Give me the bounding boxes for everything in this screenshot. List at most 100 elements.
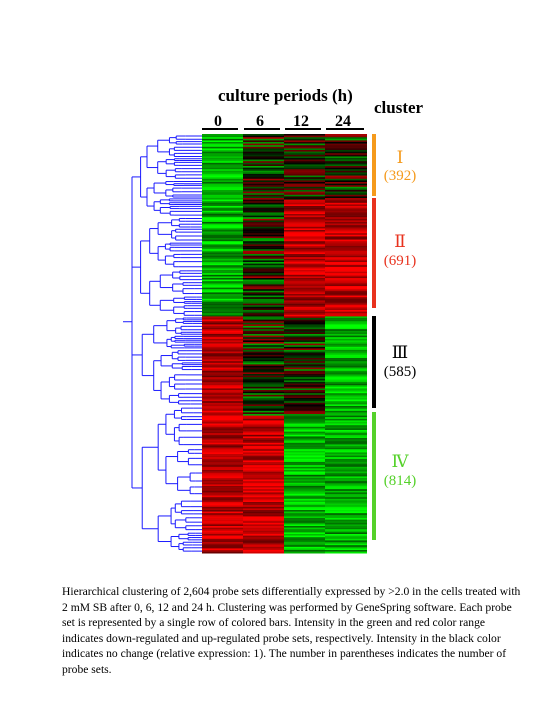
- heatmap-row-3-col-12: [284, 138, 325, 141]
- heatmap-row-123-col-24: [325, 330, 367, 333]
- heatmap-row-149-col-6: [243, 372, 284, 375]
- heatmap-row-4-col-0: [202, 140, 243, 143]
- heatmap-row-16-col-12: [284, 159, 325, 162]
- heatmap-row-70-col-12: [284, 246, 325, 248]
- heatmap-row-40-col-6: [243, 198, 284, 200]
- heatmap-row-238-col-0: [202, 514, 243, 517]
- heatmap-row-38-col-24: [325, 194, 367, 197]
- heatmap-row-161-col-24: [325, 391, 367, 394]
- heatmap-row-123-col-0: [202, 330, 243, 333]
- heatmap-row-173-col-0: [202, 410, 243, 413]
- heatmap-row-224-col-12: [284, 492, 325, 495]
- heatmap-row-203-col-0: [202, 458, 243, 461]
- heatmap-row-1-col-6: [243, 135, 284, 138]
- heatmap-row-141-col-12: [284, 359, 325, 362]
- heatmap-row-95-col-24: [325, 286, 367, 288]
- heatmap-row-2-col-12: [284, 137, 325, 140]
- heatmap-row-4-col-24: [325, 140, 367, 143]
- heatmap-row-74-col-24: [325, 252, 367, 255]
- heatmap-row-160-col-0: [202, 390, 243, 392]
- heatmap-row-237-col-24: [325, 513, 367, 516]
- heatmap-row-112-col-24: [325, 313, 367, 316]
- heatmap-row-83-col-6: [243, 266, 284, 269]
- heatmap-row-159-col-0: [202, 388, 243, 391]
- heatmap-row-8-col-24: [325, 146, 367, 149]
- heatmap-row-230-col-24: [325, 502, 367, 504]
- heatmap-row-15-col-24: [325, 158, 367, 160]
- heatmap-row-243-col-12: [284, 522, 325, 525]
- heatmap-row-72-col-24: [325, 249, 367, 252]
- heatmap-row-32-col-0: [202, 185, 243, 188]
- heatmap-row-31-col-24: [325, 183, 367, 186]
- heatmap-row-196-col-0: [202, 447, 243, 450]
- heatmap-row-130-col-6: [243, 342, 284, 344]
- heatmap-row-198-col-6: [243, 450, 284, 453]
- heatmap-row-171-col-24: [325, 407, 367, 410]
- heatmap-row-129-col-12: [284, 340, 325, 343]
- heatmap-row-189-col-24: [325, 436, 367, 439]
- heatmap-row-5-col-24: [325, 142, 367, 144]
- heatmap-row-21-col-0: [202, 167, 243, 170]
- heatmap-row-68-col-24: [325, 242, 367, 245]
- heatmap-row-80-col-24: [325, 262, 367, 264]
- heatmap-row-49-col-12: [284, 212, 325, 215]
- heatmap-row-159-col-12: [284, 388, 325, 391]
- heatmap-row-47-col-24: [325, 209, 367, 212]
- heatmap-row-93-col-12: [284, 282, 325, 285]
- heatmap-row-212-col-24: [325, 473, 367, 476]
- heatmap-row-67-col-6: [243, 241, 284, 244]
- heatmap-row-187-col-6: [243, 433, 284, 436]
- heatmap-row-151-col-0: [202, 375, 243, 378]
- heatmap-row-188-col-6: [243, 434, 284, 437]
- heatmap-row-79-col-24: [325, 260, 367, 263]
- heatmap-row-127-col-24: [325, 337, 367, 340]
- heatmap-row-195-col-24: [325, 446, 367, 448]
- heatmap-row-6-col-0: [202, 143, 243, 146]
- heatmap-row-223-col-12: [284, 490, 325, 493]
- heatmap-row-219-col-24: [325, 484, 367, 487]
- heatmap-row-54-col-6: [243, 220, 284, 223]
- heatmap-row-205-col-0: [202, 462, 243, 464]
- heatmap-row-200-col-24: [325, 454, 367, 456]
- heatmap-row-57-col-6: [243, 225, 284, 228]
- heatmap-row-97-col-0: [202, 289, 243, 292]
- heatmap-row-170-col-12: [284, 406, 325, 408]
- heatmap-row-65-col-6: [243, 238, 284, 240]
- heatmap-row-240-col-12: [284, 518, 325, 520]
- heatmap-row-221-col-24: [325, 487, 367, 490]
- heatmap-row-0-col-24: [325, 134, 367, 136]
- heatmap-row-117-col-6: [243, 321, 284, 324]
- heatmap-row-102-col-24: [325, 297, 367, 300]
- heatmap-row-175-col-6: [243, 414, 284, 416]
- heatmap-row-33-col-12: [284, 186, 325, 189]
- heatmap-row-199-col-6: [243, 452, 284, 455]
- heatmap-row-24-col-6: [243, 172, 284, 175]
- heatmap-row-97-col-6: [243, 289, 284, 292]
- heatmap-row-168-col-6: [243, 402, 284, 405]
- heatmap-row-9-col-0: [202, 148, 243, 151]
- heatmap-row-139-col-24: [325, 356, 367, 359]
- heatmap-row-90-col-0: [202, 278, 243, 280]
- heatmap-row-150-col-12: [284, 374, 325, 376]
- heatmap-row-14-col-24: [325, 156, 367, 159]
- heatmap-row-128-col-24: [325, 338, 367, 341]
- heatmap-row-165-col-0: [202, 398, 243, 400]
- heatmap-row-258-col-0: [202, 546, 243, 549]
- heatmap-row-219-col-12: [284, 484, 325, 487]
- heatmap-row-176-col-6: [243, 415, 284, 418]
- heatmap-row-18-col-24: [325, 162, 367, 165]
- heatmap-row-89-col-12: [284, 276, 325, 279]
- heatmap-row-10-col-12: [284, 150, 325, 152]
- figure-caption: Hierarchical clustering of 2,604 probe s…: [62, 585, 521, 676]
- heatmap-row-127-col-12: [284, 337, 325, 340]
- heatmap-row-92-col-12: [284, 281, 325, 284]
- heatmap-row-3-col-24: [325, 138, 367, 141]
- heatmap-row-145-col-0: [202, 366, 243, 368]
- heatmap-row-85-col-0: [202, 270, 243, 272]
- heatmap-row-0-col-12: [284, 134, 325, 136]
- heatmap-row-121-col-6: [243, 327, 284, 330]
- heatmap-row-65-col-24: [325, 238, 367, 240]
- heatmap-row-255-col-6: [243, 542, 284, 544]
- heatmap-row-29-col-6: [243, 180, 284, 183]
- heatmap-row-175-col-24: [325, 414, 367, 416]
